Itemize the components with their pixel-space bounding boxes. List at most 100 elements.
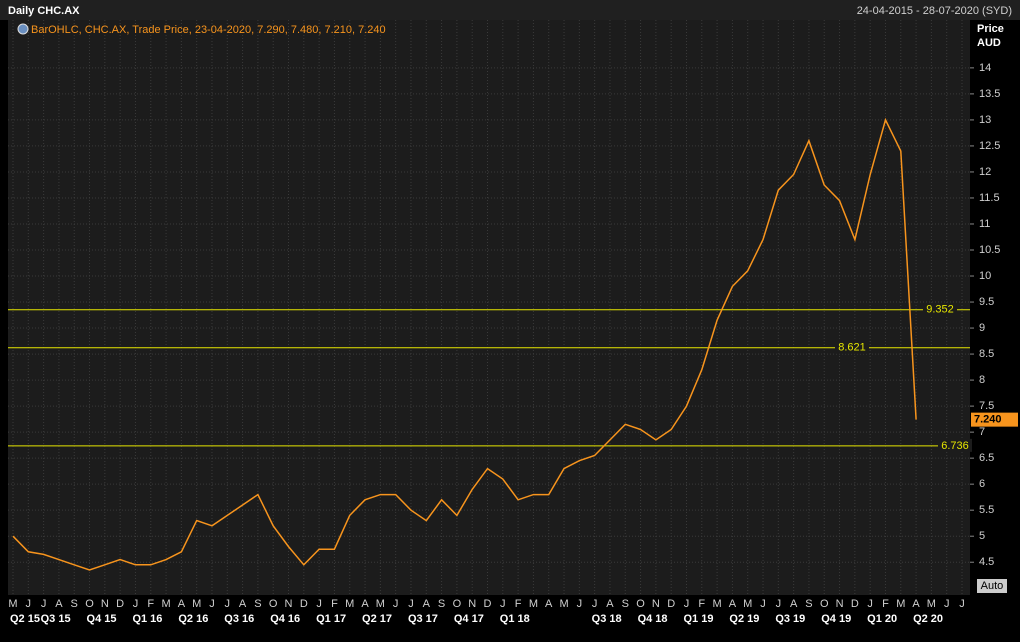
y-tick-label: 12 bbox=[979, 166, 991, 178]
x-tick-label: J bbox=[944, 598, 950, 610]
x-tick-label: M bbox=[559, 598, 568, 610]
y-tick-label: 13.5 bbox=[979, 88, 1000, 100]
x-tick-label: J bbox=[209, 598, 215, 610]
x-tick-label: J bbox=[316, 598, 322, 610]
x-tick-label: O bbox=[269, 598, 278, 610]
x-tick-label: D bbox=[116, 598, 124, 610]
quarter-label: Q4 17 bbox=[454, 613, 484, 625]
x-tick-label: F bbox=[147, 598, 154, 610]
auto-button[interactable] bbox=[977, 579, 1007, 593]
x-tick-label: J bbox=[133, 598, 139, 610]
quarter-label: Q2 20 bbox=[913, 613, 943, 625]
axis-title: Price bbox=[977, 23, 1004, 35]
x-tick-label: A bbox=[606, 598, 614, 610]
y-tick-label: 11 bbox=[979, 218, 990, 230]
x-tick-label: M bbox=[713, 598, 722, 610]
x-tick-label: A bbox=[55, 598, 63, 610]
x-tick-label: M bbox=[896, 598, 905, 610]
y-tick-label: 14 bbox=[979, 62, 991, 74]
x-tick-label: F bbox=[698, 598, 705, 610]
x-tick-label: A bbox=[912, 598, 920, 610]
y-tick-label: 11.5 bbox=[979, 192, 1000, 204]
auto-button-label[interactable]: Auto bbox=[981, 580, 1004, 592]
x-tick-label: M bbox=[8, 598, 17, 610]
reference-label-bg bbox=[923, 302, 957, 316]
plot-area bbox=[8, 20, 970, 595]
x-tick-label: S bbox=[622, 598, 629, 610]
x-tick-label: A bbox=[790, 598, 798, 610]
y-tick-label: 4.5 bbox=[979, 556, 994, 568]
x-tick-label: J bbox=[393, 598, 399, 610]
y-tick-label: 7.5 bbox=[979, 400, 994, 412]
x-tick-label: J bbox=[959, 598, 965, 610]
price-line bbox=[12, 117, 917, 571]
x-tick-label: J bbox=[500, 598, 506, 610]
quarter-label: Q3 15 bbox=[41, 613, 71, 625]
x-tick-label: O bbox=[85, 598, 94, 610]
quarter-label: Q2 15 bbox=[10, 613, 40, 625]
x-tick-label: O bbox=[636, 598, 645, 610]
x-tick-label: J bbox=[592, 598, 598, 610]
quarter-label: Q3 18 bbox=[592, 613, 622, 625]
x-tick-label: J bbox=[867, 598, 873, 610]
x-tick-label: J bbox=[408, 598, 414, 610]
x-tick-label: J bbox=[225, 598, 231, 610]
x-tick-label: F bbox=[331, 598, 338, 610]
quarter-label: Q4 16 bbox=[270, 613, 300, 625]
chart-title: Daily CHC.AX bbox=[8, 5, 80, 17]
x-tick-label: N bbox=[101, 598, 109, 610]
reference-label: 8.621 bbox=[838, 342, 866, 354]
quarter-label: Q4 15 bbox=[87, 613, 117, 625]
x-tick-label: M bbox=[743, 598, 752, 610]
x-tick-label: M bbox=[529, 598, 538, 610]
x-tick-label: M bbox=[376, 598, 385, 610]
quarter-label: Q4 19 bbox=[821, 613, 851, 625]
y-tick-label: 10 bbox=[979, 270, 991, 282]
quarter-label: Q1 16 bbox=[132, 613, 162, 625]
quarter-label: Q3 16 bbox=[224, 613, 254, 625]
quarter-label: Q2 17 bbox=[362, 613, 392, 625]
legend-entry: BarOHLC, CHC.AX, Trade Price, 23-04-2020… bbox=[31, 24, 386, 36]
x-tick-label: A bbox=[729, 598, 737, 610]
y-tick-label: 5.5 bbox=[979, 504, 994, 516]
legend-icon[interactable] bbox=[17, 23, 29, 35]
x-tick-label: J bbox=[26, 598, 32, 610]
x-tick-label: D bbox=[484, 598, 492, 610]
x-tick-label: D bbox=[300, 598, 308, 610]
x-tick-label: S bbox=[805, 598, 812, 610]
quarter-label: Q1 20 bbox=[867, 613, 897, 625]
x-tick-label: N bbox=[836, 598, 844, 610]
x-tick-label: J bbox=[760, 598, 766, 610]
x-tick-label: N bbox=[468, 598, 476, 610]
reference-label: 9.352 bbox=[926, 304, 954, 316]
quarter-label: Q3 19 bbox=[775, 613, 805, 625]
x-tick-label: D bbox=[667, 598, 675, 610]
x-tick-label: A bbox=[361, 598, 369, 610]
x-tick-label: D bbox=[851, 598, 859, 610]
axis-unit: AUD bbox=[977, 37, 1001, 49]
x-tick-label: M bbox=[192, 598, 201, 610]
reference-label-bg bbox=[938, 438, 972, 452]
y-tick-label: 10.5 bbox=[979, 244, 1000, 256]
quarter-label: Q1 19 bbox=[683, 613, 713, 625]
x-tick-label: O bbox=[453, 598, 462, 610]
x-tick-label: S bbox=[254, 598, 261, 610]
quarter-label: Q3 17 bbox=[408, 613, 438, 625]
x-tick-label: N bbox=[652, 598, 660, 610]
y-tick-label: 8.5 bbox=[979, 348, 994, 360]
y-tick-label: 12.5 bbox=[979, 140, 1000, 152]
x-tick-label: S bbox=[438, 598, 445, 610]
y-tick-label: 13 bbox=[979, 114, 991, 126]
y-tick-label: 7 bbox=[979, 426, 985, 438]
x-tick-label: M bbox=[345, 598, 354, 610]
y-tick-label: 6.5 bbox=[979, 452, 994, 464]
x-tick-label: J bbox=[684, 598, 690, 610]
x-tick-label: A bbox=[239, 598, 247, 610]
quarter-label: Q1 17 bbox=[316, 613, 346, 625]
x-tick-label: A bbox=[545, 598, 553, 610]
x-tick-label: J bbox=[41, 598, 47, 610]
reference-label: 6.736 bbox=[941, 440, 969, 452]
x-tick-label: J bbox=[577, 598, 583, 610]
date-range: 24-04-2015 - 28-07-2020 (SYD) bbox=[857, 5, 1012, 17]
